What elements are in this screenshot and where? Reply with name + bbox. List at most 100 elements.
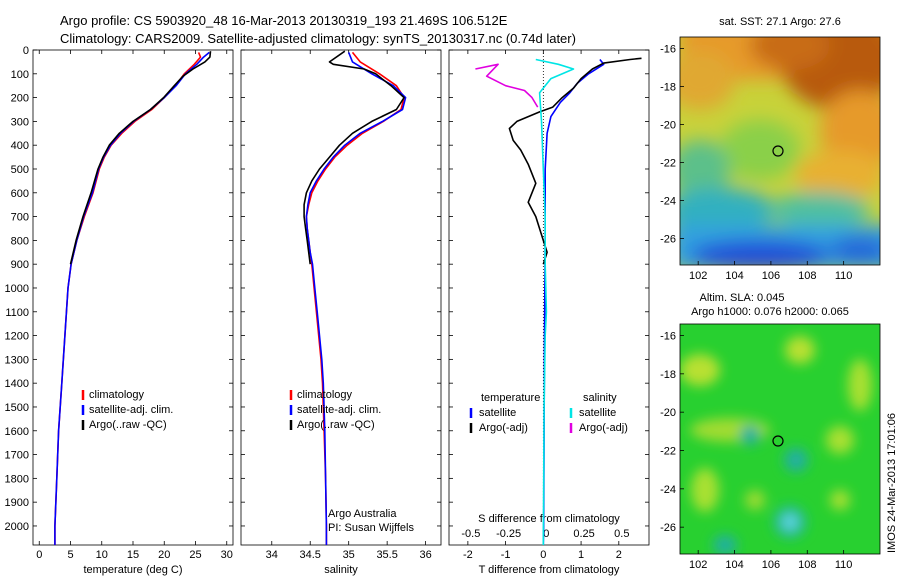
top-axis-label: S difference from climatology	[478, 513, 620, 525]
top-tick-label: -0.5	[461, 528, 480, 540]
header-line-2: Climatology: CARS2009. Satellite-adjuste…	[60, 31, 576, 46]
map-y-tick-label: -22	[660, 157, 676, 169]
top-tick-label: 0	[543, 528, 549, 540]
x-tick-label: 35.5	[376, 549, 397, 561]
legend-label: climatology	[89, 389, 145, 401]
legend-label: climatology	[297, 389, 353, 401]
legend-title: salinity	[583, 392, 617, 404]
annotation-line: Argo Australia	[328, 508, 397, 520]
x-tick-label: 2	[616, 549, 622, 561]
y-tick-label: 800	[11, 235, 29, 247]
map-y-tick-label: -22	[660, 446, 676, 458]
top-tick-label: -0.25	[496, 528, 521, 540]
differences-axes-box	[448, 49, 650, 546]
map-y-tick-label: -24	[660, 195, 676, 207]
map-x-tick-label: 102	[689, 270, 707, 282]
salinity-plot: 34 34.5 35 35.5 36 salinity climatology satelli…	[240, 49, 442, 576]
sla-argo-marker	[772, 435, 784, 447]
map-x-tick-label: 104	[725, 559, 743, 571]
x-tick-label: 34.5	[300, 549, 321, 561]
legend-label: satellite-adj. clim.	[297, 404, 381, 416]
legend-label: satellite-adj. clim.	[89, 404, 173, 416]
y-tick-label: 900	[11, 259, 29, 271]
y-tick-label: 2000	[5, 521, 29, 533]
legend-label: satellite	[479, 407, 516, 419]
sst-map-title: sat. SST: 27.1 Argo: 27.6	[719, 16, 841, 28]
temperature-plot: 0100200300400500600700800900100011001200…	[5, 45, 234, 576]
x-tick-label: 35	[343, 549, 355, 561]
y-tick-label: 200	[11, 93, 29, 105]
x-tick-label: 0	[36, 549, 42, 561]
legend-title: temperature	[481, 392, 540, 404]
map-x-tick-label: 110	[835, 270, 853, 282]
top-tick-label: 0.5	[614, 528, 629, 540]
map-x-tick-label: 102	[689, 559, 707, 571]
y-tick-label: 500	[11, 164, 29, 176]
x-tick-label: 0	[540, 549, 546, 561]
y-tick-label: 1300	[5, 354, 29, 366]
map-y-tick-label: -26	[660, 522, 676, 534]
map-x-tick-label: 106	[762, 559, 780, 571]
x-tick-label: -2	[463, 549, 473, 561]
side-note: IMOS 24-Mar-2013 17:01:06	[886, 413, 898, 553]
series-satellite-adj-clim-	[305, 52, 407, 545]
temperature-axes-box	[32, 49, 234, 546]
map-y-tick-label: -26	[660, 233, 676, 245]
y-tick-label: 0	[23, 45, 29, 57]
y-tick-label: 1200	[5, 331, 29, 343]
y-tick-label: 300	[11, 116, 29, 128]
series-argo-raw-qc-	[69, 51, 212, 265]
legend-label: Argo(..raw -QC)	[297, 419, 375, 431]
map-y-tick-label: -18	[660, 369, 676, 381]
y-tick-label: 1800	[5, 473, 29, 485]
x-tick-label: -1	[501, 549, 511, 561]
map-y-tick-label: -24	[660, 484, 676, 496]
x-tick-label: 34	[266, 549, 278, 561]
map-y-tick-label: -18	[660, 81, 676, 93]
map-x-tick-label: 110	[835, 559, 853, 571]
sla-map-subtitle: Argo h1000: 0.076 h2000: 0.065	[691, 306, 849, 318]
series-argo-adj-	[508, 57, 642, 265]
legend-label: Argo(-adj)	[579, 422, 628, 434]
y-tick-label: 1500	[5, 402, 29, 414]
y-tick-label: 100	[11, 69, 29, 81]
map-x-tick-label: 108	[798, 559, 816, 571]
x-tick-label: 15	[127, 549, 139, 561]
map-y-tick-label: -16	[660, 331, 676, 343]
legend-label: satellite	[579, 407, 616, 419]
sla-map-panel: Altim. SLA: 0.045 Argo h1000: 0.076 h200…	[660, 292, 881, 571]
map-y-tick-label: -16	[660, 43, 676, 55]
x-tick-label: 5	[67, 549, 73, 561]
top-tick-label: 0.25	[573, 528, 594, 540]
x-axis-label: T difference from climatology	[479, 564, 620, 576]
map-y-tick-label: -20	[660, 119, 676, 131]
x-tick-label: 25	[189, 549, 201, 561]
x-tick-label: 10	[96, 549, 108, 561]
salinity-axes-box	[240, 49, 442, 546]
y-tick-label: 400	[11, 140, 29, 152]
header-line-1: Argo profile: CS 5903920_48 16-Mar-2013 …	[60, 13, 508, 28]
y-tick-label: 1100	[5, 307, 29, 319]
y-tick-label: 1400	[5, 378, 29, 390]
y-tick-label: 600	[11, 188, 29, 200]
map-x-tick-label: 108	[798, 270, 816, 282]
annotation-line: PI: Susan Wijffels	[328, 522, 414, 534]
y-tick-label: 1600	[5, 426, 29, 438]
x-tick-label: 20	[158, 549, 170, 561]
x-axis-label: temperature (deg C)	[83, 564, 182, 576]
differences-plot: -2 -1 0 1 2 T difference from climatology S di…	[448, 49, 650, 576]
x-tick-label: 1	[578, 549, 584, 561]
x-tick-label: 36	[419, 549, 431, 561]
legend-label: Argo(-adj)	[479, 422, 528, 434]
sla-map-title: Altim. SLA: 0.045	[700, 292, 785, 304]
map-x-tick-label: 106	[762, 270, 780, 282]
map-x-tick-label: 104	[725, 270, 743, 282]
sst-argo-marker	[772, 145, 784, 157]
y-tick-label: 1700	[5, 450, 29, 462]
series-satellite	[535, 58, 575, 546]
y-tick-label: 1900	[5, 497, 29, 509]
series-argo-raw-qc-	[303, 50, 405, 265]
series-argo-adj-	[475, 63, 539, 108]
legend-label: Argo(..raw -QC)	[89, 419, 167, 431]
